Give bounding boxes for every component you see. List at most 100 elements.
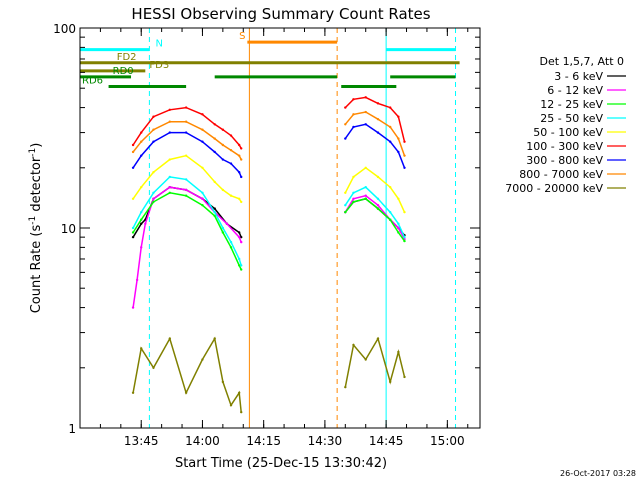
data-point-12-25-kev (352, 200, 355, 204)
data-point-7000-20000-kev (352, 343, 355, 347)
data-point-6-12-kev (201, 197, 204, 200)
data-point-50-100-kev (152, 171, 155, 174)
data-point-12-25-kev (364, 197, 367, 200)
data-point-12-25-kev (221, 231, 225, 234)
data-point-6-12-kev (140, 246, 143, 249)
data-point-6-12-kev (364, 194, 367, 197)
data-point-6-12-kev (144, 222, 147, 225)
data-point-25-50-kev (201, 191, 204, 194)
legend-label-100-300-kev: 100 - 300 keV (526, 140, 603, 153)
data-point-100-300-kev (344, 106, 347, 109)
data-point-100-300-kev (229, 134, 233, 137)
data-point-300-800-kev (168, 131, 171, 134)
data-point-800-7000-kev (364, 110, 367, 114)
data-point-25-50-kev (376, 197, 380, 200)
data-point-100-300-kev (364, 96, 367, 99)
data-point-7000-20000-kev (168, 337, 171, 340)
data-point-6-12-kev (352, 197, 355, 200)
data-point-50-100-kev (376, 175, 380, 179)
legend-label-25-50-kev: 25 - 50 keV (540, 112, 603, 125)
data-point-7000-20000-kev (376, 337, 380, 340)
data-point-100-300-kev (201, 113, 204, 116)
data-point-800-7000-kev (168, 120, 171, 123)
series-lines (131, 96, 406, 414)
data-point-12-25-kev (240, 268, 243, 271)
data-point-50-100-kev (397, 197, 400, 200)
data-point-300-800-kev (229, 162, 233, 165)
data-point-800-7000-kev (352, 113, 355, 116)
data-point-800-7000-kev (201, 128, 204, 131)
x-tick-label: 15:00 (430, 434, 465, 448)
legend-label-3-6-kev: 3 - 6 keV (554, 70, 603, 83)
data-point-12-25-kev (152, 200, 155, 204)
data-point-12-25-kev (397, 231, 400, 234)
data-point-12-25-kev (140, 218, 143, 221)
data-point-50-100-kev (168, 158, 171, 161)
data-point-300-800-kev (201, 140, 204, 143)
data-point-300-800-kev (364, 123, 367, 126)
data-point-6-12-kev (240, 240, 243, 244)
data-point-12-25-kev (389, 218, 392, 221)
data-point-6-12-kev (135, 278, 139, 282)
data-point-800-7000-kev (403, 154, 406, 157)
data-point-800-7000-kev (240, 158, 243, 161)
data-point-7000-20000-kev (201, 358, 204, 361)
data-point-100-300-kev (403, 140, 406, 143)
flag-label-fd3: FD3 (149, 60, 169, 71)
data-point-25-50-kev (344, 204, 347, 207)
data-point-12-25-kev (213, 214, 216, 218)
data-point-300-800-kev (376, 131, 380, 134)
data-point-100-300-kev (184, 106, 188, 109)
y-axis-label: Count Rate (s-1 detector-1) (28, 143, 44, 314)
data-point-100-300-kev (389, 106, 392, 109)
legend-label-50-100-kev: 50 - 100 keV (533, 126, 603, 139)
y-tick-label: 100 (53, 22, 76, 36)
data-point-12-25-kev (376, 207, 380, 210)
data-point-800-7000-kev (229, 148, 233, 152)
data-point-300-800-kev (240, 175, 243, 179)
data-point-50-100-kev (237, 197, 241, 200)
data-point-800-7000-kev (213, 137, 216, 140)
flag-label-rd6: RD6 (82, 75, 103, 86)
data-point-100-300-kev (376, 102, 380, 105)
data-point-6-12-kev (397, 226, 400, 230)
data-point-100-300-kev (221, 128, 225, 131)
data-point-12-25-kev (201, 204, 204, 207)
data-point-12-25-kev (237, 264, 241, 267)
data-point-800-7000-kev (184, 120, 188, 123)
data-point-300-800-kev (213, 150, 216, 154)
axes: 13:45 14:00 14:15 14:30 14:45 15:00 1 10 100 (53, 22, 480, 448)
timestamp: 26-Oct-2017 03:28 (560, 469, 636, 478)
data-point-100-300-kev (152, 115, 155, 118)
y-tick-label: 10 (61, 222, 76, 236)
data-point-800-7000-kev (221, 143, 225, 147)
data-point-25-50-kev (184, 178, 188, 181)
data-point-300-800-kev (152, 140, 155, 143)
legend-label-7000-20000-kev: 7000 - 20000 keV (505, 182, 603, 195)
data-point-800-7000-kev (237, 154, 241, 157)
data-point-25-50-kev (131, 226, 135, 230)
data-point-7000-20000-kev (229, 404, 233, 407)
data-point-300-800-kev (403, 166, 406, 169)
data-point-6-12-kev (376, 204, 380, 207)
data-point-3-6-kev (237, 231, 241, 234)
data-point-800-7000-kev (397, 137, 400, 140)
data-point-7000-20000-kev (213, 337, 216, 340)
flag-label-rd0: RD0 (113, 66, 134, 77)
legend-label-6-12-kev: 6 - 12 keV (547, 84, 603, 97)
data-point-7000-20000-kev (364, 358, 367, 361)
flag-label-n: N (156, 39, 163, 50)
data-point-6-12-kev (184, 188, 188, 192)
data-point-3-6-kev (240, 235, 243, 239)
data-point-6-12-kev (225, 222, 229, 225)
data-point-50-100-kev (403, 210, 406, 214)
data-point-6-12-kev (131, 306, 135, 309)
legend-header: Det 1,5,7, Att 0 (540, 55, 624, 68)
data-point-7000-20000-kev (221, 380, 225, 384)
data-point-100-300-kev (352, 98, 355, 101)
data-point-3-6-kev (140, 222, 143, 225)
data-point-7000-20000-kev (397, 350, 400, 354)
data-point-50-100-kev (240, 200, 243, 204)
